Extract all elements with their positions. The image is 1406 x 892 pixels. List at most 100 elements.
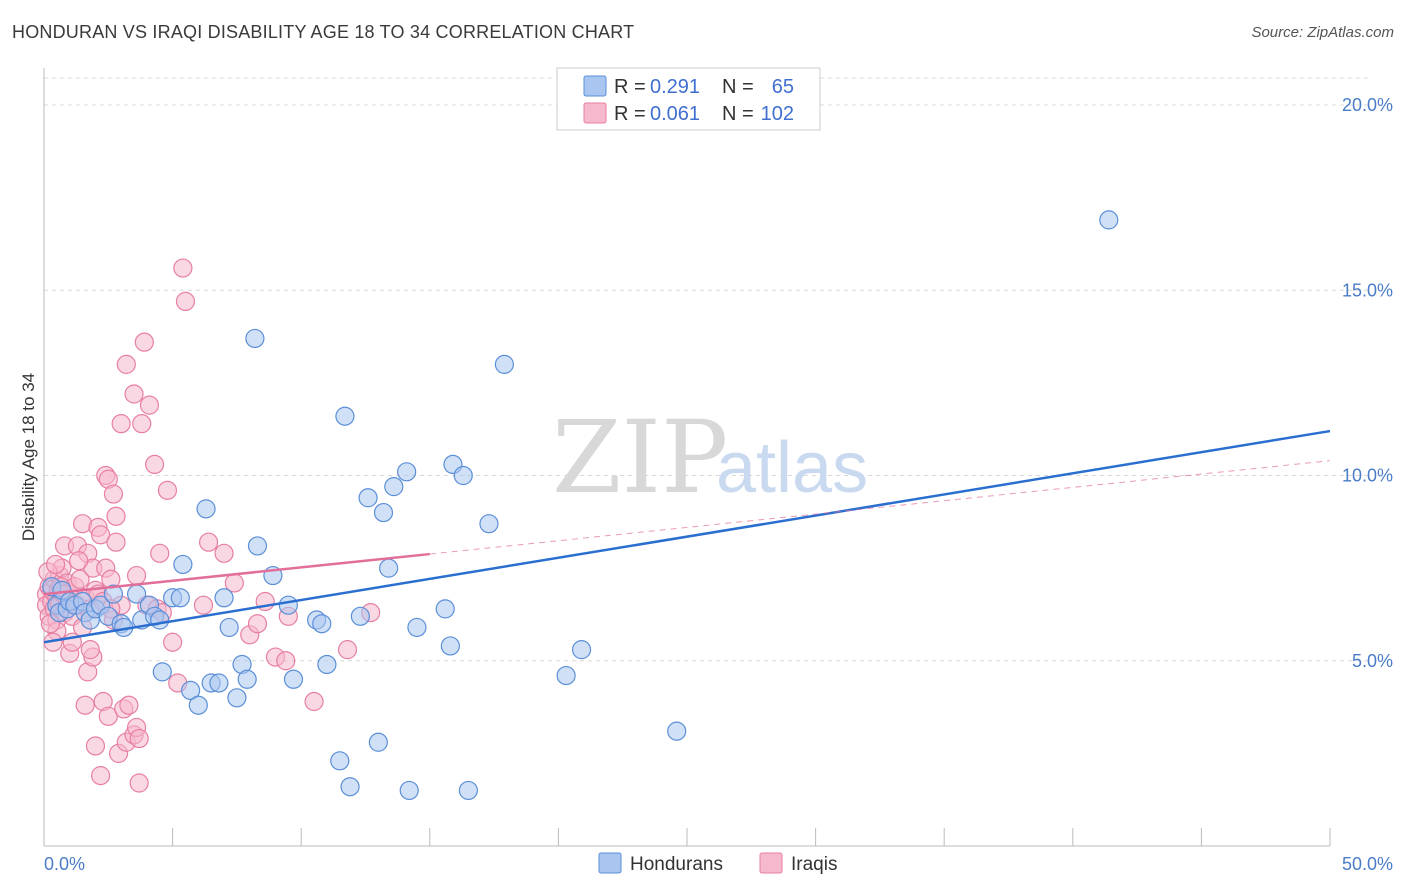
legend-n-label-iraqis: N = xyxy=(722,103,754,125)
hondurans-point xyxy=(350,606,370,626)
hondurans-point xyxy=(209,673,229,693)
iraqis-point xyxy=(124,384,144,404)
hondurans-point xyxy=(335,406,355,426)
bottom-legend-label-iraqis[interactable]: Iraqis xyxy=(791,854,837,875)
series-iraqis xyxy=(36,258,381,793)
hondurans-point xyxy=(219,617,239,638)
iraqis-point xyxy=(247,614,268,634)
hondurans-point xyxy=(358,488,378,508)
bottom-legend-swatch-hondurans[interactable] xyxy=(598,852,622,874)
correlation-legend: R = 0.291 N = 65 R = 0.061 N = 102 xyxy=(556,67,821,131)
hondurans-point xyxy=(440,636,460,656)
hondurans-point xyxy=(170,588,190,608)
y-tick-label: 15.0% xyxy=(1342,280,1393,300)
iraqis-point xyxy=(175,291,196,311)
trendline-iraqis-extension xyxy=(429,460,1331,555)
hondurans-point xyxy=(379,558,399,578)
iraqis-point xyxy=(106,506,126,526)
iraqis-point xyxy=(199,532,219,552)
hondurans-point xyxy=(181,680,201,701)
iraqis-point xyxy=(116,354,136,374)
iraqis-point xyxy=(144,454,165,475)
iraqis-point xyxy=(139,395,160,415)
hondurans-point xyxy=(407,617,427,638)
trendlines xyxy=(43,429,1331,644)
iraqis-point xyxy=(69,551,89,571)
iraqis-point xyxy=(276,651,296,671)
bottom-legend-label-hondurans[interactable]: Hondurans xyxy=(630,854,723,875)
series-hondurans xyxy=(42,210,1119,801)
iraqis-point xyxy=(337,640,358,660)
x-tick-labels: 0.0% 50.0% xyxy=(44,854,1393,874)
hondurans-point xyxy=(247,536,268,556)
hondurans-point xyxy=(667,721,687,741)
legend-r-label-hondurans: R = xyxy=(614,76,646,98)
hondurans-point xyxy=(373,502,394,523)
x-tick-label: 50.0% xyxy=(1342,854,1393,874)
iraqis-point xyxy=(106,532,126,552)
legend-r-label-iraqis: R = xyxy=(614,103,646,125)
hondurans-point xyxy=(397,462,417,482)
hondurans-point xyxy=(435,599,455,619)
iraqis-point xyxy=(111,414,131,434)
legend-swatch-hondurans xyxy=(583,75,607,97)
chart-title: HONDURAN VS IRAQI DISABILITY AGE 18 TO 3… xyxy=(12,22,635,42)
hondurans-point xyxy=(384,477,404,497)
hondurans-point xyxy=(479,514,499,534)
iraqis-point xyxy=(132,414,152,434)
hondurans-point xyxy=(340,777,360,797)
watermark-atlas: atlas xyxy=(716,428,868,508)
x-tick-label: 0.0% xyxy=(44,854,85,874)
gridlines xyxy=(44,77,1370,662)
bottom-legend-swatch-iraqis[interactable] xyxy=(759,852,783,874)
series-legend: Hondurans Iraqis xyxy=(598,852,837,875)
hondurans-point xyxy=(214,588,234,608)
hondurans-point xyxy=(237,669,257,689)
iraqis-point xyxy=(90,766,111,786)
hondurans-point xyxy=(312,614,332,634)
legend-n-value-iraqis: 102 xyxy=(761,103,794,125)
legend-r-value-hondurans: 0.291 xyxy=(650,76,700,98)
trendline-hondurans xyxy=(43,429,1331,644)
source-credit: Source: ZipAtlas.com xyxy=(1251,24,1394,41)
hondurans-point xyxy=(283,669,304,689)
iraqis-point xyxy=(126,565,147,586)
iraqis-point xyxy=(134,332,154,352)
hondurans-point xyxy=(150,610,170,630)
hondurans-point xyxy=(103,584,124,604)
iraqis-point xyxy=(304,691,324,712)
hondurans-point xyxy=(152,662,172,682)
x-minor-ticks xyxy=(172,828,1331,846)
watermark: ZIP atlas xyxy=(552,399,868,516)
hondurans-point xyxy=(278,595,298,615)
iraqis-point xyxy=(193,595,214,615)
watermark-zip: ZIP xyxy=(552,399,728,516)
hondurans-point xyxy=(1099,210,1119,230)
hondurans-point xyxy=(245,328,265,349)
iraqis-point xyxy=(163,632,183,652)
hondurans-point xyxy=(571,640,592,660)
hondurans-point xyxy=(556,665,576,686)
y-tick-label: 5.0% xyxy=(1352,651,1393,671)
iraqis-point xyxy=(45,554,66,575)
iraqis-point xyxy=(119,695,139,715)
iraqis-point xyxy=(98,706,118,726)
hondurans-point xyxy=(458,780,478,801)
y-tick-labels: 5.0% 10.0% 15.0% 20.0% xyxy=(1342,95,1393,671)
hondurans-point xyxy=(368,732,388,752)
legend-n-label-hondurans: N = xyxy=(722,76,754,98)
hondurans-point xyxy=(196,499,216,519)
iraqis-point xyxy=(85,736,106,756)
iraqis-point xyxy=(150,543,170,563)
iraqis-point xyxy=(129,773,149,793)
hondurans-point xyxy=(399,780,419,801)
iraqis-point xyxy=(157,480,178,500)
hondurans-point xyxy=(494,354,514,374)
iraqis-point xyxy=(214,543,234,563)
y-axis-label: Disability Age 18 to 34 xyxy=(19,373,38,541)
hondurans-point xyxy=(453,465,473,486)
hondurans-point xyxy=(173,554,193,575)
y-tick-label: 20.0% xyxy=(1342,95,1393,115)
iraqis-point xyxy=(173,258,193,278)
